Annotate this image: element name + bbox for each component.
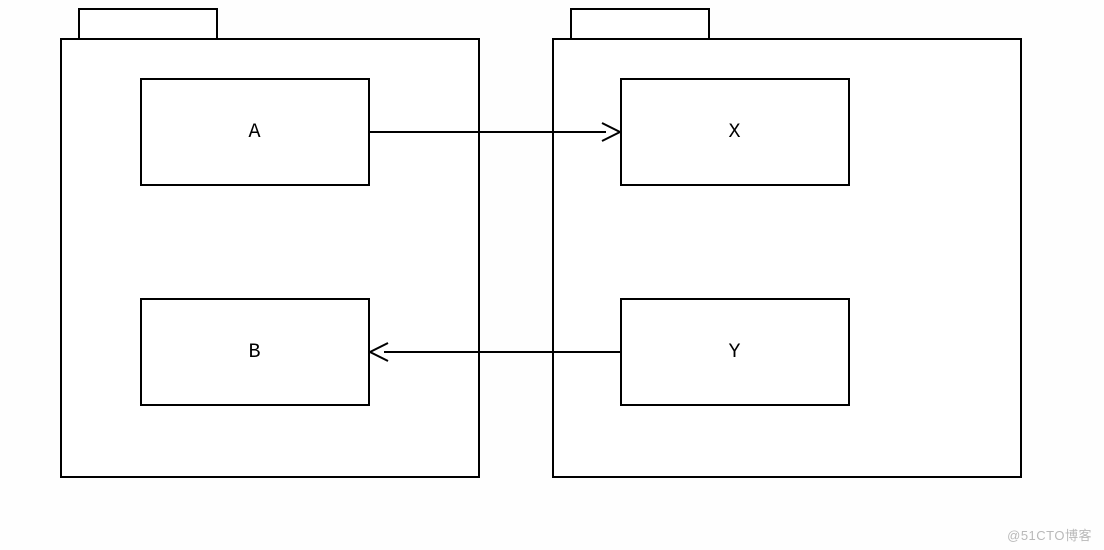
class-label: X — [728, 121, 741, 144]
package-right-tab — [570, 8, 710, 38]
uml-diagram: A B X Y @51CTO博客 — [0, 0, 1104, 550]
class-box-y: Y — [620, 298, 850, 406]
class-box-a: A — [140, 78, 370, 186]
class-box-b: B — [140, 298, 370, 406]
watermark: @51CTO博客 — [1007, 525, 1092, 544]
package-left-tab — [78, 8, 218, 38]
class-box-x: X — [620, 78, 850, 186]
class-label: B — [248, 341, 261, 364]
class-label: A — [248, 121, 261, 144]
class-label: Y — [728, 341, 741, 364]
